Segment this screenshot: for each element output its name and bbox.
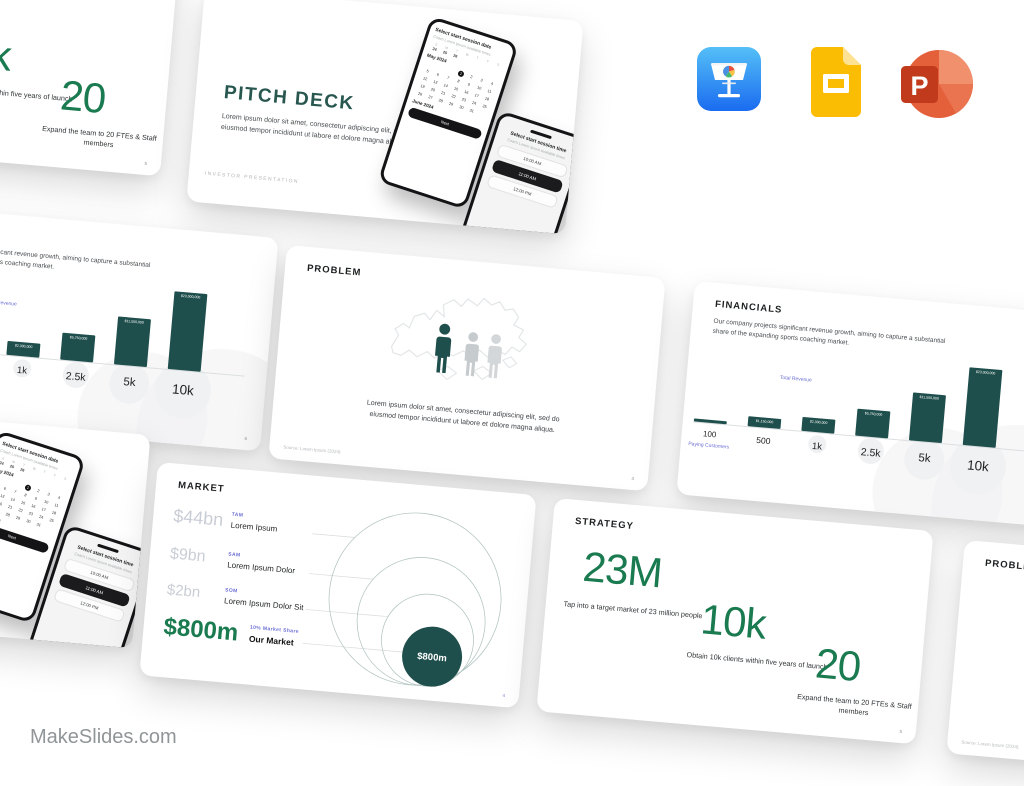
google-slides-icon bbox=[811, 47, 861, 117]
bar-1k: $2,300,000 bbox=[6, 341, 40, 358]
x-tick: 500 bbox=[741, 434, 786, 448]
cover-title: PITCH DECK bbox=[223, 82, 356, 115]
financials-intro-text: Our company projects significant revenue… bbox=[712, 317, 951, 357]
y-axis-label: Total Revenue bbox=[773, 374, 819, 385]
x-tick: 1k bbox=[0, 363, 44, 378]
source-note: Source: Lorem Ipsum (2024) bbox=[961, 739, 1018, 749]
x-tick: 2.5k bbox=[53, 369, 98, 385]
svg-text:P: P bbox=[910, 71, 928, 101]
x-axis-label: Paying Customers bbox=[684, 441, 732, 452]
market-value: $2bn bbox=[166, 581, 201, 601]
slide-card-problem-partial[interactable]: PROBLEM Lorem ipsum dolor sit amet, cons… bbox=[946, 540, 1024, 786]
x-tick: 100 bbox=[687, 428, 732, 441]
calendar-cell: 1 bbox=[457, 69, 465, 77]
bar-1k: $2,300,000 bbox=[801, 417, 835, 434]
slide-card-cover-partial[interactable]: PITCH DECK Lorem ipsum dolor sit amet, c… bbox=[0, 402, 151, 648]
stat-value: 20 bbox=[813, 639, 862, 691]
bar-10k: $23,000,000 bbox=[168, 291, 208, 372]
market-value: $9bn bbox=[169, 545, 206, 566]
bar-2-5k: $5,750,000 bbox=[60, 333, 95, 363]
slide-card-strategy-partial[interactable]: STRATEGY 23M Tap into a target market of… bbox=[0, 0, 179, 176]
page-number: 4 bbox=[502, 693, 505, 698]
stat-caption: Obtain 10k clients within five years of … bbox=[679, 649, 834, 673]
stat-caption: Expand the team to 20 FTEs & Staff membe… bbox=[28, 123, 169, 156]
slide-card-strategy[interactable]: STRATEGY 23M Tap into a target market of… bbox=[536, 498, 933, 744]
market-value: $800m bbox=[162, 613, 239, 647]
stat-caption: Expand the team to 20 FTEs & Staff membe… bbox=[783, 691, 924, 724]
bar-5k: $11,500,000 bbox=[909, 392, 946, 443]
brand-logo-text: MakeSlides.com bbox=[30, 726, 177, 749]
source-note: Source: Lorem Ipsum (2024) bbox=[283, 444, 340, 454]
page-number: 5 bbox=[899, 729, 902, 734]
keynote-icon bbox=[697, 47, 761, 111]
bar-10k: $23,000,000 bbox=[963, 367, 1003, 448]
slide-card-problem[interactable]: PROBLEM Lorem ipsum dolor sit amet, cons… bbox=[268, 245, 665, 491]
slide-heading: PROBLEM bbox=[307, 263, 362, 279]
financials-intro-text: Our company projects significant revenue… bbox=[0, 241, 156, 281]
bar-2-5k: $5,750,000 bbox=[855, 409, 890, 439]
slide-heading: STRATEGY bbox=[575, 516, 635, 532]
problem-body-text: Lorem ipsum dolor sit amet, consectetur … bbox=[357, 398, 568, 437]
slide-card-financials-partial[interactable]: FINANCIALS Our company projects signific… bbox=[0, 205, 279, 451]
map-outline bbox=[379, 284, 538, 409]
bar-5k: $11,500,000 bbox=[114, 316, 151, 367]
x-tick: 1k bbox=[795, 439, 840, 454]
powerpoint-icon: P bbox=[899, 47, 973, 121]
slide-card-financials[interactable]: FINANCIALS Our company projects signific… bbox=[676, 281, 1024, 527]
stat-value: 20 bbox=[58, 71, 107, 123]
slide-heading: FINANCIALS bbox=[715, 299, 783, 316]
stat-caption: Tap into a target market of 23 million p… bbox=[555, 598, 710, 622]
page-number: 5 bbox=[144, 161, 147, 166]
stat-value: 10k bbox=[0, 27, 13, 80]
x-tick: 2.5k bbox=[848, 445, 893, 461]
page-number: 6 bbox=[244, 436, 247, 441]
page-number: 3 bbox=[631, 476, 634, 481]
tam-sam-som-circles: $800m bbox=[297, 488, 537, 707]
slide-heading: MARKET bbox=[178, 480, 225, 495]
slide-heading: PROBLEM bbox=[985, 558, 1024, 574]
cover-footer-label: INVESTOR PRESENTATION bbox=[205, 171, 300, 185]
stat-value: 10k bbox=[699, 595, 768, 648]
y-axis-label: Total Revenue bbox=[0, 298, 24, 309]
template-showcase: STRATEGY 23M Tap into a target market of… bbox=[0, 0, 1024, 768]
slide-card-market[interactable]: MARKET $44bn TAM Lorem Ipsum $9bn SAM Lo… bbox=[139, 462, 536, 708]
slide-card-cover[interactable]: PITCH DECK Lorem ipsum dolor sit amet, c… bbox=[186, 0, 583, 234]
market-value: $44bn bbox=[172, 506, 224, 531]
stat-value: 23M bbox=[581, 543, 664, 598]
calendar-cell: 1 bbox=[24, 483, 32, 491]
